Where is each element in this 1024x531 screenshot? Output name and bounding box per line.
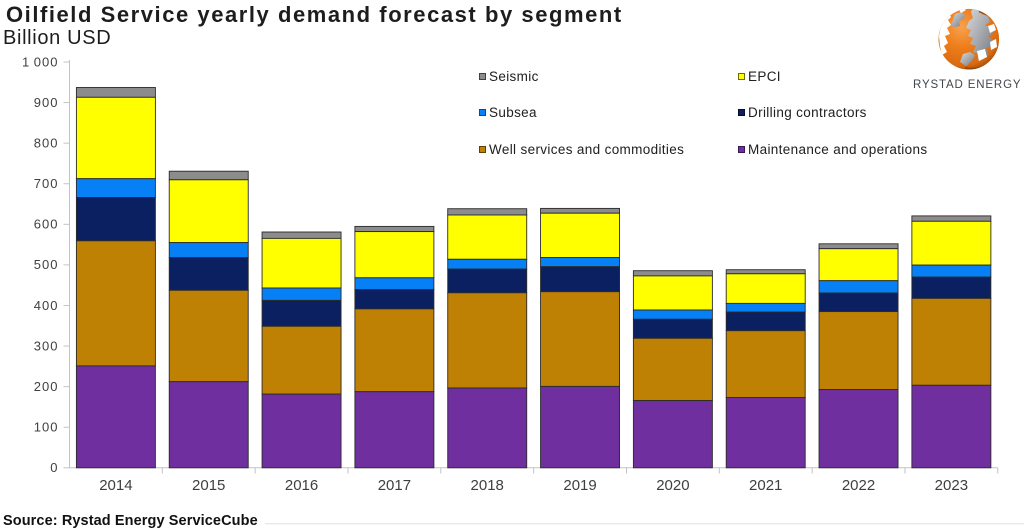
svg-text:300: 300 [34,338,59,353]
svg-text:400: 400 [34,298,59,313]
svg-text:100: 100 [34,420,59,435]
svg-text:700: 700 [34,176,59,191]
svg-text:2018: 2018 [471,477,504,494]
svg-text:500: 500 [34,257,59,272]
svg-text:2023: 2023 [935,477,968,494]
svg-text:600: 600 [34,217,59,232]
svg-text:1 000: 1 000 [22,54,59,69]
svg-text:200: 200 [34,379,59,394]
svg-text:2017: 2017 [378,477,411,494]
svg-text:2021: 2021 [749,477,782,494]
svg-text:2014: 2014 [99,477,132,494]
svg-text:2016: 2016 [285,477,318,494]
svg-text:800: 800 [34,135,59,150]
svg-text:2015: 2015 [192,477,225,494]
svg-text:2019: 2019 [563,477,596,494]
svg-text:2020: 2020 [656,477,689,494]
svg-text:2022: 2022 [842,477,875,494]
svg-text:900: 900 [34,95,59,110]
svg-text:0: 0 [50,460,58,475]
